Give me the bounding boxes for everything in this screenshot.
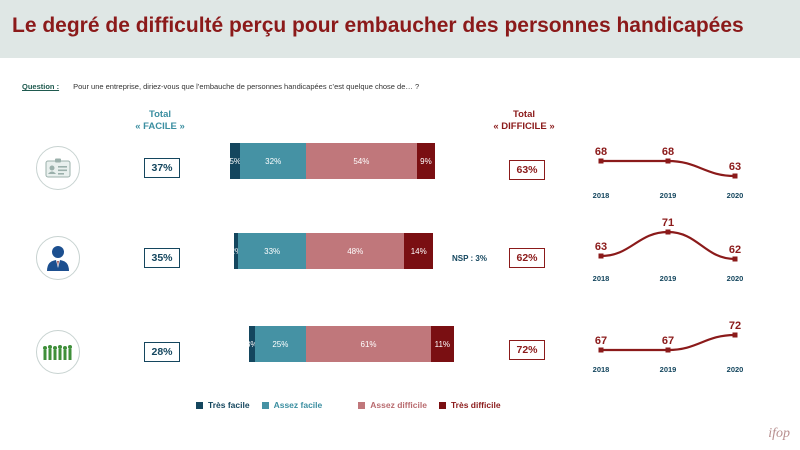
id-card-icon bbox=[36, 146, 80, 190]
total-difficile-row1: 63% bbox=[509, 160, 545, 180]
trend-value-row3-2018: 67 bbox=[595, 335, 607, 347]
trend-point-row1-2020 bbox=[732, 173, 738, 179]
total-facile-row3: 28% bbox=[144, 342, 180, 362]
trend-point-row2-2020 bbox=[732, 256, 738, 262]
businessman-icon bbox=[36, 236, 80, 280]
ifop-logo: ifop bbox=[768, 426, 790, 441]
legend-label-tres-difficile: Très difficile bbox=[450, 400, 501, 410]
bar-segment-tres-difficile-row1: 9% bbox=[416, 143, 436, 179]
header-band bbox=[0, 0, 800, 58]
bar-segment-tres-facile-row1: 5% bbox=[229, 143, 242, 179]
bar-label-assez-difficile-row3: 61% bbox=[360, 339, 377, 349]
total-facile-header: Total « FACILE » bbox=[120, 109, 200, 133]
bar-label-assez-difficile-row2: 48% bbox=[347, 246, 364, 256]
legend-item-assez-facile: Assez facile bbox=[261, 400, 323, 410]
bar-segment-tres-facile-row3: 3% bbox=[245, 326, 258, 362]
trend-year-row3-2020: 2020 bbox=[727, 365, 744, 374]
bar-segment-assez-difficile-row3: 61% bbox=[306, 326, 432, 362]
bar-segment-assez-facile-row2: 33% bbox=[238, 233, 306, 269]
legend-swatch-assez-difficile bbox=[358, 401, 366, 409]
total-facile-row1: 37% bbox=[144, 158, 180, 178]
bar-label-assez-facile-row2: 33% bbox=[264, 246, 281, 256]
bar-label-tres-facile-row3: 3% bbox=[245, 339, 258, 349]
trend-point-row2-2019 bbox=[665, 229, 671, 235]
bar-segment-assez-facile-row1: 32% bbox=[240, 143, 306, 179]
question-text: Pour une entreprise, diriez-vous que l’e… bbox=[73, 82, 420, 91]
trend-year-row2-2018: 2018 bbox=[593, 274, 610, 283]
page-title: Le degré de difficulté perçu pour embauc… bbox=[12, 14, 744, 37]
bar-segment-tres-difficile-row3: 11% bbox=[431, 326, 454, 362]
trend-value-row2-2018: 63 bbox=[595, 241, 607, 253]
bar-segment-tres-difficile-row2: 14% bbox=[404, 233, 434, 269]
trend-value-row3-2019: 67 bbox=[662, 335, 674, 347]
legend-item-tres-facile: Très facile bbox=[196, 400, 250, 410]
bar-segment-assez-difficile-row1: 54% bbox=[306, 143, 417, 179]
legend-label-assez-difficile: Assez difficile bbox=[370, 400, 427, 410]
legend: Très facile Assez facile Assez difficile… bbox=[196, 400, 501, 410]
crowd-icon bbox=[36, 330, 80, 374]
bar-label-tres-facile-row2: 2% bbox=[230, 246, 243, 256]
trend-line-row2 bbox=[600, 230, 736, 261]
trend-value-row3-2020: 72 bbox=[729, 320, 741, 332]
total-facile-header-line2: « FACILE » bbox=[135, 121, 185, 132]
legend-item-tres-difficile: Très difficile bbox=[438, 400, 501, 410]
total-difficile-row3: 72% bbox=[509, 340, 545, 360]
bar-segment-assez-facile-row3: 25% bbox=[254, 326, 306, 362]
total-facile-row2: 35% bbox=[144, 248, 180, 268]
trend-year-row3-2018: 2018 bbox=[593, 365, 610, 374]
trend-line-row1 bbox=[601, 159, 736, 178]
total-facile-header-line1: Total bbox=[149, 109, 171, 120]
trend-year-row3-2019: 2019 bbox=[660, 365, 677, 374]
nsp-note-row2: NSP : 3% bbox=[452, 254, 487, 263]
total-difficile-header: Total « DIFFICILE » bbox=[480, 109, 568, 133]
trend-point-row2-2018 bbox=[598, 253, 604, 259]
question-line: Question : Pour une entreprise, diriez-vo… bbox=[22, 82, 419, 91]
legend-label-assez-facile: Assez facile bbox=[273, 400, 323, 410]
trend-year-row1-2018: 2018 bbox=[593, 191, 610, 200]
bar-label-tres-difficile-row3: 11% bbox=[434, 339, 451, 349]
trend-point-row1-2019 bbox=[665, 158, 671, 164]
bar-label-assez-facile-row1: 32% bbox=[265, 156, 282, 166]
trend-point-row1-2018 bbox=[598, 158, 604, 164]
legend-item-assez-difficile: Assez difficile bbox=[358, 400, 427, 410]
trend-point-row3-2020 bbox=[732, 332, 738, 338]
trend-point-row3-2019 bbox=[665, 347, 671, 353]
trend-value-row1-2019: 68 bbox=[662, 146, 674, 158]
bar-segment-tres-facile-row2: 2% bbox=[231, 233, 242, 269]
trend-year-row2-2020: 2020 bbox=[727, 274, 744, 283]
total-difficile-row2: 62% bbox=[509, 248, 545, 268]
trend-point-row3-2018 bbox=[598, 347, 604, 353]
trend-line-row3 bbox=[601, 333, 736, 352]
trend-year-row1-2020: 2020 bbox=[727, 191, 744, 200]
trend-year-row1-2019: 2019 bbox=[660, 191, 677, 200]
trend-value-row1-2020: 63 bbox=[729, 161, 741, 173]
bar-label-tres-difficile-row1: 9% bbox=[420, 156, 432, 166]
bar-segment-assez-difficile-row2: 48% bbox=[306, 233, 405, 269]
bar-label-assez-difficile-row1: 54% bbox=[353, 156, 370, 166]
trend-value-row2-2019: 71 bbox=[662, 217, 674, 229]
legend-swatch-assez-facile bbox=[261, 401, 269, 409]
trend-value-row1-2018: 68 bbox=[595, 146, 607, 158]
total-difficile-header-line2: « DIFFICILE » bbox=[493, 121, 555, 132]
bar-label-tres-facile-row1: 5% bbox=[229, 156, 242, 166]
legend-swatch-tres-difficile bbox=[438, 401, 446, 409]
total-difficile-header-line1: Total bbox=[513, 109, 535, 120]
bar-label-tres-difficile-row2: 14% bbox=[410, 246, 427, 256]
bar-label-assez-facile-row3: 25% bbox=[272, 339, 289, 349]
legend-label-tres-facile: Très facile bbox=[208, 400, 250, 410]
legend-swatch-tres-facile bbox=[196, 401, 203, 409]
question-label: Question : bbox=[22, 82, 60, 91]
trend-year-row2-2019: 2019 bbox=[660, 274, 677, 283]
trend-value-row2-2020: 62 bbox=[729, 244, 741, 256]
